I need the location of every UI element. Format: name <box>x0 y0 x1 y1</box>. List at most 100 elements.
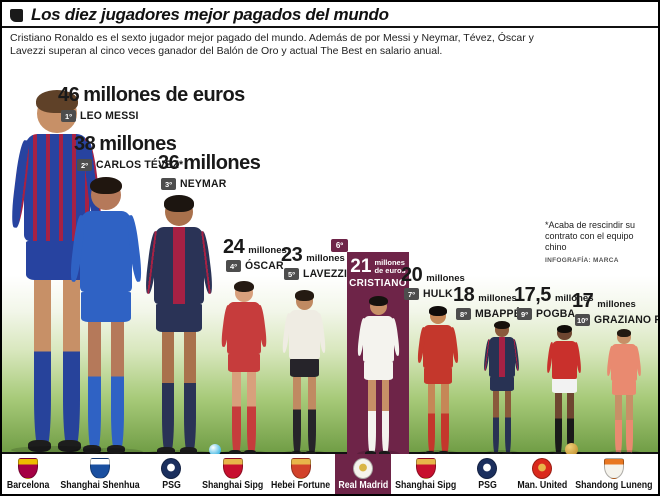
player-figure-tevez <box>62 177 150 454</box>
salary-label-lavezzi: 23 millones 5º LAVEZZI <box>281 245 349 280</box>
salary-number: 17,5 <box>514 284 551 306</box>
salary-unit: millones de euros <box>374 258 405 276</box>
player-name: MBAPPÉ <box>475 308 521 320</box>
club-name: Hebei Fortune <box>271 480 331 491</box>
player-leg <box>612 394 623 454</box>
salary-value: 24 millones <box>223 237 287 257</box>
salary-value: 38 millones <box>74 133 188 156</box>
club-cell-real-madrid: Real Madrid <box>334 454 392 494</box>
salary-unit: millones <box>478 293 517 304</box>
salary-number: 46 <box>58 84 80 106</box>
salary-label-neymar: 36 millones 3º NEYMAR <box>158 152 261 190</box>
player-name: ÓSCAR <box>245 260 284 272</box>
salary-label-messi: 46 millones de euros 1º LEO MESSI <box>58 84 245 122</box>
player-shorts <box>228 353 260 373</box>
salary-unit: millones <box>99 133 177 155</box>
player-name-row: 4º ÓSCAR <box>226 260 287 272</box>
player-shorts <box>364 362 393 380</box>
salary-value: 20 millones <box>401 265 465 285</box>
player-name: LEO MESSI <box>80 110 139 122</box>
player-torso <box>227 302 261 354</box>
player-leg <box>365 379 376 454</box>
club-name: PSG <box>162 480 181 491</box>
player-leg <box>502 391 512 454</box>
player-hair <box>89 177 123 195</box>
title-bullet-icon <box>10 8 23 22</box>
player-name-row: 10º GRAZIANO PELLÉ <box>575 314 658 326</box>
salary-number: 38 <box>74 133 96 155</box>
club-name: Man. United <box>516 480 567 491</box>
salary-label-pelle: 17 millones 10º GRAZIANO PELLÉ <box>572 291 658 326</box>
player-hair <box>616 328 632 337</box>
player-head <box>429 306 447 325</box>
salary-label-hulk: 20 millones 7º HULK <box>401 265 465 300</box>
infographic-credit: INFOGRAFÍA: MARCA <box>545 257 619 265</box>
shanghai-sipg-crest-icon <box>222 458 243 479</box>
shanghai-sipg-crest-icon <box>415 458 436 479</box>
rank-badge: 4º <box>226 260 241 272</box>
player-name: LAVEZZI <box>303 268 348 280</box>
player-hair <box>163 195 195 212</box>
player-legs <box>490 391 512 454</box>
salary-number: 23 <box>281 244 303 266</box>
rank-badge-cristiano: 6º <box>331 239 348 252</box>
player-figure-hulk <box>413 306 463 454</box>
player-head <box>556 324 573 341</box>
header: Los diez jugadores mejor pagados del mun… <box>2 2 658 28</box>
player-legs <box>612 394 634 454</box>
salary-value: 36 millones <box>158 152 261 175</box>
salary-unit: millones <box>597 299 636 310</box>
player-legs <box>82 322 126 454</box>
player-head <box>35 90 79 134</box>
player-figure-oscar <box>209 281 272 454</box>
club-cell-hebei-fortune: Hebei Fortune <box>267 454 334 494</box>
salary-label-oscar: 24 millones 4º ÓSCAR <box>223 237 287 272</box>
rank-badge: 3º <box>161 178 176 190</box>
player-hair <box>429 306 447 316</box>
player-name-row: 9º POGBA <box>517 308 593 320</box>
real-madrid-crest-icon <box>352 458 373 479</box>
club-cell-shanghai-sipg-2: Shanghai Sipg <box>391 454 460 494</box>
player-head <box>294 290 315 310</box>
player-legs <box>229 372 257 454</box>
player-shorts <box>81 292 131 323</box>
player-leg <box>106 322 126 454</box>
salary-value: 23 millones <box>281 245 349 265</box>
player-name-row: 2º CARLOS TÉVEZ* <box>77 159 188 171</box>
player-legs <box>290 376 317 454</box>
club-name: PSG <box>477 480 497 491</box>
salary-number: 20 <box>401 264 423 286</box>
club-cell-man-united: Man. United <box>514 454 571 494</box>
player-torso <box>363 315 394 363</box>
player-hair <box>556 324 573 333</box>
player-shorts <box>489 376 515 392</box>
rank-badge: 1º <box>61 110 76 122</box>
hebei-fortune-crest-icon <box>290 458 311 479</box>
player-leg <box>378 379 390 454</box>
barcelona-crest-icon <box>18 458 39 479</box>
shandong-luneng-crest-icon <box>604 458 625 479</box>
player-hair <box>494 320 510 329</box>
footnote: *Acaba de rescindir su contrato con el e… <box>545 220 657 265</box>
salary-value: 46 millones de euros <box>58 84 245 107</box>
player-name: POGBA <box>536 308 576 320</box>
player-torso <box>611 344 637 382</box>
player-leg <box>28 280 51 452</box>
player-leg <box>553 392 563 454</box>
psg-crest-icon <box>161 458 182 479</box>
player-shorts <box>552 378 577 393</box>
salary-number: 18 <box>453 284 475 306</box>
player-name-row: 1º LEO MESSI <box>61 110 245 122</box>
player-leg <box>304 376 317 454</box>
player-figure-pogba <box>543 324 586 454</box>
club-name: Real Madrid <box>337 480 388 491</box>
player-name: NEYMAR <box>180 178 227 190</box>
club-name: Barcelona <box>7 480 50 491</box>
player-leg <box>157 331 176 454</box>
salary-label-mbappe: 18 millones 8º MBAPPÉ <box>453 285 523 320</box>
player-name-row: 7º HULK <box>404 288 465 300</box>
player-figure-pelle <box>603 328 645 454</box>
footnote-text: *Acaba de rescindir su contrato con el e… <box>545 220 636 252</box>
player-torso <box>488 336 516 377</box>
player-torso <box>154 226 204 304</box>
